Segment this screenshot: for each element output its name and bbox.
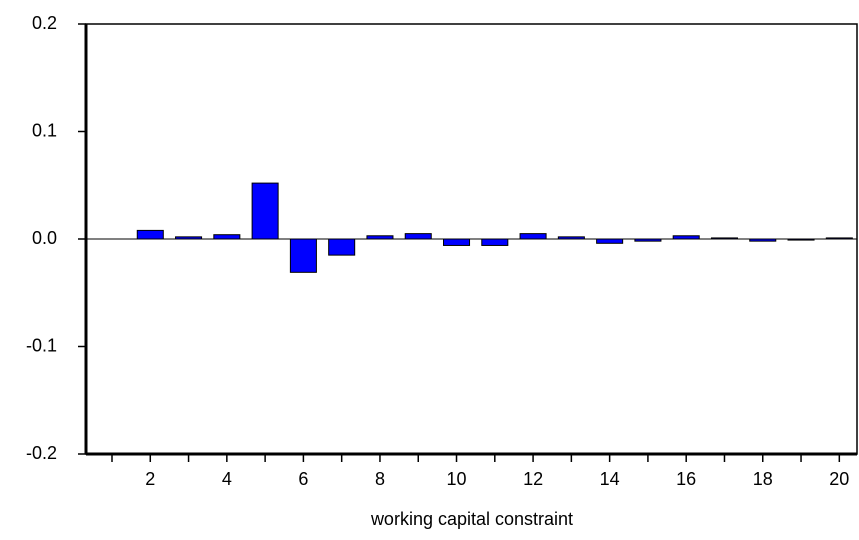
- x-tick-label: 16: [676, 469, 696, 489]
- bar: [213, 234, 241, 240]
- bar: [519, 233, 547, 240]
- x-tick-label: 6: [298, 469, 308, 489]
- y-tick-label: 0.0: [32, 228, 57, 248]
- bar: [596, 238, 624, 244]
- bar: [251, 182, 279, 240]
- bar: [787, 238, 815, 241]
- bar: [710, 237, 738, 240]
- bar: [443, 238, 471, 246]
- bar: [481, 238, 509, 246]
- x-tick-label: 4: [222, 469, 232, 489]
- bar: [634, 238, 662, 242]
- bar: [366, 235, 394, 240]
- bar: [749, 238, 777, 242]
- y-tick-label: -0.2: [26, 443, 57, 463]
- x-tick-label: 2: [145, 469, 155, 489]
- x-tick-label: 18: [753, 469, 773, 489]
- x-axis-label: working capital constraint: [370, 509, 573, 529]
- x-tick-label: 10: [447, 469, 467, 489]
- x-tick-label: 12: [523, 469, 543, 489]
- bar: [175, 236, 203, 240]
- y-tick-label: 0.1: [32, 120, 57, 140]
- y-tick-label: -0.1: [26, 335, 57, 355]
- bar: [825, 237, 853, 240]
- x-tick-label: 20: [829, 469, 849, 489]
- bar: [672, 235, 700, 240]
- y-tick-label: 0.2: [32, 13, 57, 33]
- bar: [136, 229, 164, 240]
- bar: [328, 238, 356, 256]
- bar: [404, 233, 432, 240]
- x-tick-label: 8: [375, 469, 385, 489]
- bar: [289, 238, 317, 273]
- x-tick-label: 14: [600, 469, 620, 489]
- bar: [557, 236, 585, 240]
